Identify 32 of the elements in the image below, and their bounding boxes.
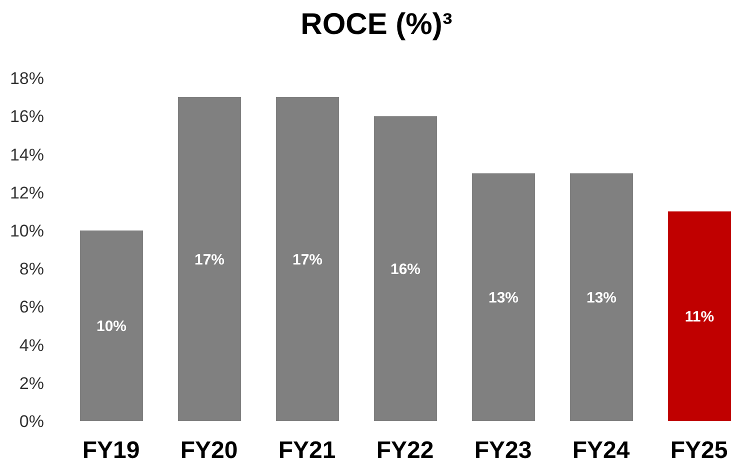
- x-tick-label: FY20: [180, 437, 238, 464]
- y-tick-label: 18%: [10, 69, 44, 88]
- y-tick-label: 10%: [10, 221, 44, 240]
- bar: [276, 97, 339, 421]
- data-label: 17%: [292, 251, 323, 268]
- x-tick-label: FY19: [82, 437, 140, 464]
- y-tick-label: 4%: [19, 336, 44, 355]
- y-tick-label: 12%: [10, 183, 44, 202]
- bar: [570, 173, 633, 421]
- bar: [80, 230, 143, 421]
- y-tick-label: 8%: [19, 260, 44, 279]
- data-label: 10%: [96, 318, 127, 336]
- bar: [178, 97, 241, 421]
- y-tick-label: 16%: [10, 107, 44, 126]
- data-label: 13%: [586, 289, 617, 306]
- x-tick-label: FY24: [572, 437, 630, 464]
- data-label: 11%: [684, 308, 714, 326]
- bar: [374, 116, 437, 421]
- data-label: 13%: [488, 289, 519, 306]
- bar: [472, 173, 535, 421]
- data-label: 17%: [194, 251, 225, 268]
- chart-title: ROCE (%)³: [300, 8, 454, 42]
- data-label: 16%: [390, 260, 421, 278]
- x-tick-label: FY25: [670, 437, 728, 464]
- y-tick-label: 14%: [10, 145, 44, 164]
- bar: [668, 211, 731, 421]
- x-tick-label: FY23: [474, 437, 532, 464]
- y-tick-label: 6%: [19, 298, 44, 317]
- y-tick-label: 0%: [19, 412, 44, 432]
- x-tick-label: FY21: [278, 437, 336, 464]
- x-tick-label: FY22: [376, 437, 434, 464]
- y-tick-label: 2%: [19, 374, 44, 393]
